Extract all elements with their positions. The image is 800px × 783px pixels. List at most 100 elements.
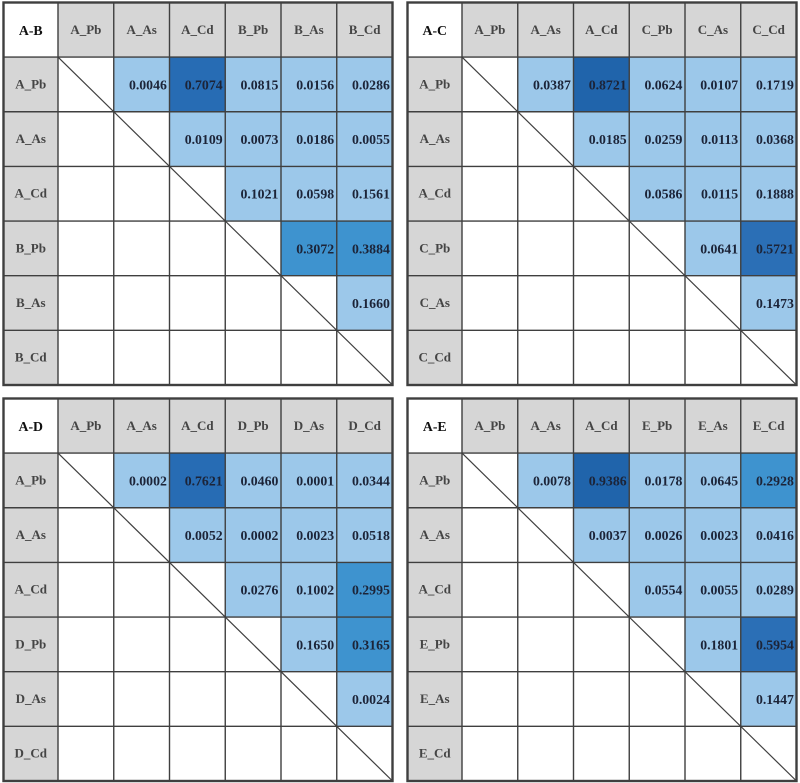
svg-text:0.0026: 0.0026 (644, 528, 682, 543)
svg-text:0.8721: 0.8721 (589, 77, 627, 92)
svg-text:D_As: D_As (294, 418, 324, 433)
svg-text:A_Cd: A_Cd (585, 22, 618, 37)
svg-text:E_Cd: E_Cd (753, 418, 786, 433)
svg-text:C_Cd: C_Cd (752, 22, 785, 37)
svg-text:A_Pb: A_Pb (474, 418, 505, 433)
svg-text:0.0156: 0.0156 (296, 77, 334, 92)
svg-text:0.0073: 0.0073 (240, 132, 278, 147)
svg-text:0.0001: 0.0001 (296, 473, 334, 488)
svg-text:0.0289: 0.0289 (756, 583, 794, 598)
svg-text:D_Cd: D_Cd (348, 418, 381, 433)
svg-text:0.0002: 0.0002 (129, 473, 167, 488)
svg-text:0.0518: 0.0518 (352, 528, 390, 543)
svg-text:0.0641: 0.0641 (700, 241, 738, 256)
svg-text:0.0259: 0.0259 (644, 132, 682, 147)
svg-text:0.0624: 0.0624 (644, 77, 682, 92)
svg-text:0.0185: 0.0185 (589, 132, 627, 147)
svg-text:A_Cd: A_Cd (418, 186, 451, 201)
svg-text:A_Cd: A_Cd (181, 418, 214, 433)
svg-text:0.0037: 0.0037 (589, 528, 627, 543)
svg-text:A_As: A_As (126, 418, 156, 433)
svg-text:A_Cd: A_Cd (14, 582, 47, 597)
svg-text:D_Cd: D_Cd (14, 746, 47, 761)
svg-text:A-C: A-C (422, 23, 447, 38)
svg-text:0.0113: 0.0113 (701, 132, 738, 147)
svg-text:0.1660: 0.1660 (352, 296, 390, 311)
svg-text:0.7074: 0.7074 (185, 77, 223, 92)
svg-text:0.0115: 0.0115 (701, 187, 738, 202)
svg-text:0.0046: 0.0046 (129, 77, 167, 92)
svg-text:0.1888: 0.1888 (756, 187, 794, 202)
svg-text:0.0368: 0.0368 (756, 132, 794, 147)
svg-text:0.0645: 0.0645 (700, 473, 738, 488)
svg-text:0.0387: 0.0387 (533, 77, 571, 92)
svg-text:0.1447: 0.1447 (756, 692, 794, 707)
svg-text:0.0554: 0.0554 (644, 583, 682, 598)
svg-text:0.0055: 0.0055 (700, 583, 738, 598)
svg-text:B_As: B_As (16, 295, 46, 310)
svg-text:B_Pb: B_Pb (16, 240, 46, 255)
svg-text:0.0344: 0.0344 (352, 473, 390, 488)
svg-text:A_Pb: A_Pb (70, 418, 101, 433)
svg-text:C_As: C_As (698, 22, 728, 37)
svg-text:0.0186: 0.0186 (296, 132, 334, 147)
svg-text:0.1801: 0.1801 (700, 637, 738, 652)
svg-text:0.1719: 0.1719 (756, 77, 794, 92)
svg-text:0.0598: 0.0598 (296, 187, 334, 202)
svg-text:A_As: A_As (420, 131, 450, 146)
svg-text:0.0055: 0.0055 (352, 132, 390, 147)
svg-text:B_Cd: B_Cd (15, 350, 48, 365)
svg-text:0.1002: 0.1002 (296, 583, 334, 598)
svg-text:D_As: D_As (16, 691, 46, 706)
svg-text:0.0002: 0.0002 (240, 528, 278, 543)
svg-text:0.1021: 0.1021 (240, 187, 278, 202)
svg-text:0.2928: 0.2928 (756, 473, 794, 488)
svg-text:E_Pb: E_Pb (642, 418, 672, 433)
svg-text:C_As: C_As (420, 295, 450, 310)
svg-text:0.0107: 0.0107 (700, 77, 738, 92)
svg-text:C_Cd: C_Cd (418, 350, 451, 365)
svg-text:B_Pb: B_Pb (238, 22, 268, 37)
svg-text:0.1561: 0.1561 (352, 187, 390, 202)
svg-text:0.0276: 0.0276 (240, 583, 278, 598)
svg-text:0.0460: 0.0460 (240, 473, 278, 488)
svg-text:A_As: A_As (530, 418, 560, 433)
svg-text:A_As: A_As (530, 22, 560, 37)
svg-text:0.5954: 0.5954 (756, 637, 794, 652)
svg-text:0.0586: 0.0586 (644, 187, 682, 202)
svg-text:C_Pb: C_Pb (419, 240, 450, 255)
svg-text:0.9386: 0.9386 (589, 473, 627, 488)
svg-text:0.0024: 0.0024 (352, 692, 390, 707)
svg-text:0.0178: 0.0178 (644, 473, 682, 488)
svg-text:0.5721: 0.5721 (756, 241, 794, 256)
svg-text:A-B: A-B (19, 23, 43, 38)
svg-text:A_Cd: A_Cd (585, 418, 618, 433)
svg-text:0.0416: 0.0416 (756, 528, 794, 543)
svg-text:B_As: B_As (294, 22, 324, 37)
svg-text:0.3884: 0.3884 (352, 241, 390, 256)
svg-text:E_Pb: E_Pb (420, 636, 450, 651)
svg-text:E_As: E_As (698, 418, 728, 433)
svg-text:E_Cd: E_Cd (419, 746, 452, 761)
svg-text:A_Cd: A_Cd (418, 582, 451, 597)
svg-text:A_As: A_As (420, 527, 450, 542)
svg-text:0.1650: 0.1650 (296, 637, 334, 652)
svg-text:E_As: E_As (420, 691, 450, 706)
svg-text:A-D: A-D (18, 419, 43, 434)
svg-text:A_Pb: A_Pb (70, 22, 101, 37)
svg-text:0.1473: 0.1473 (756, 296, 794, 311)
svg-text:D_Pb: D_Pb (15, 636, 46, 651)
svg-text:0.3072: 0.3072 (296, 241, 334, 256)
svg-text:B_Cd: B_Cd (349, 22, 382, 37)
svg-text:0.2995: 0.2995 (352, 583, 390, 598)
svg-text:A_Cd: A_Cd (181, 22, 214, 37)
svg-text:A_As: A_As (126, 22, 156, 37)
svg-text:C_Pb: C_Pb (642, 22, 673, 37)
svg-text:A-E: A-E (423, 419, 447, 434)
svg-text:0.7621: 0.7621 (185, 473, 223, 488)
svg-text:0.0815: 0.0815 (240, 77, 278, 92)
svg-text:A_Pb: A_Pb (419, 76, 450, 91)
svg-text:A_Pb: A_Pb (15, 76, 46, 91)
svg-text:0.0109: 0.0109 (185, 132, 223, 147)
svg-text:0.0023: 0.0023 (296, 528, 334, 543)
